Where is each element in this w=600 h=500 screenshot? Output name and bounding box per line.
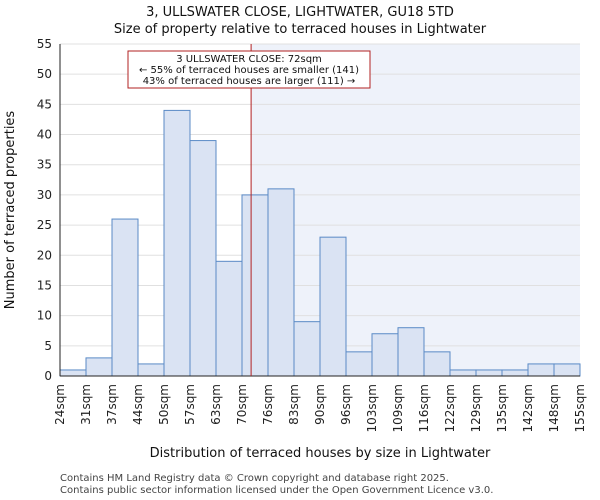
annotation-box xyxy=(127,50,371,89)
y-axis-title: Number of terraced properties xyxy=(3,111,18,310)
x-tick-label: 31sqm xyxy=(79,384,93,425)
y-tick-label: 30 xyxy=(37,188,52,202)
bar xyxy=(163,109,191,377)
bar xyxy=(501,369,529,377)
bar xyxy=(345,351,373,377)
x-tick-label: 122sqm xyxy=(443,384,457,432)
bar xyxy=(293,321,321,377)
x-tick-label: 148sqm xyxy=(547,384,561,432)
x-tick-label: 103sqm xyxy=(365,384,379,432)
y-tick-label: 15 xyxy=(37,278,52,292)
x-tick-label: 135sqm xyxy=(495,384,509,432)
x-tick-label: 83sqm xyxy=(287,384,301,425)
y-tick-label: 5 xyxy=(44,339,52,353)
x-tick-label: 50sqm xyxy=(157,384,171,425)
x-tick-label: 57sqm xyxy=(183,384,197,425)
bar xyxy=(137,363,165,377)
chart-title: 3, ULLSWATER CLOSE, LIGHTWATER, GU18 5TD xyxy=(146,5,454,20)
annotation-line-3: 43% of terraced houses are larger (111) … xyxy=(143,76,356,87)
x-tick-label: 76sqm xyxy=(261,384,275,425)
x-tick-label: 37sqm xyxy=(105,384,119,425)
y-tick-label: 55 xyxy=(37,37,52,51)
bar xyxy=(319,236,347,377)
bar xyxy=(111,218,139,377)
footer-line-1: Contains HM Land Registry data © Crown c… xyxy=(60,473,449,484)
x-tick-label: 129sqm xyxy=(469,384,483,432)
y-tick-label: 45 xyxy=(37,97,52,111)
larger-region-shade xyxy=(251,44,580,376)
bar xyxy=(59,369,87,377)
annotation-line-1: 3 ULLSWATER CLOSE: 72sqm xyxy=(176,54,322,65)
chart-subtitle: Size of property relative to terraced ho… xyxy=(113,22,487,37)
x-tick-label: 70sqm xyxy=(235,384,249,425)
bar xyxy=(449,369,477,377)
bar xyxy=(85,357,113,377)
footer-line-2: Contains public sector information licen… xyxy=(60,485,494,496)
bar xyxy=(527,363,555,377)
bar xyxy=(241,194,269,377)
x-tick-label: 109sqm xyxy=(391,384,405,432)
bar xyxy=(215,260,243,377)
x-axis-title: Distribution of terraced houses by size … xyxy=(150,446,491,461)
x-tick-label: 44sqm xyxy=(131,384,145,425)
y-tick-label: 10 xyxy=(37,309,52,323)
y-tick-label: 25 xyxy=(37,218,52,232)
y-tick-label: 0 xyxy=(44,369,52,383)
annotation-line-2: ← 55% of terraced houses are smaller (14… xyxy=(139,65,359,76)
y-tick-label: 50 xyxy=(37,67,52,81)
x-tick-label: 24sqm xyxy=(53,384,67,425)
bar xyxy=(189,140,217,377)
y-tick-label: 35 xyxy=(37,158,52,172)
bar xyxy=(475,369,503,377)
bar xyxy=(267,188,295,377)
y-tick-label: 40 xyxy=(37,128,52,142)
x-tick-label: 142sqm xyxy=(521,384,535,432)
bar xyxy=(553,363,581,377)
x-tick-label: 116sqm xyxy=(417,384,431,432)
bar xyxy=(423,351,451,377)
y-tick-label: 20 xyxy=(37,248,52,262)
bar xyxy=(371,333,399,377)
x-tick-label: 155sqm xyxy=(573,384,587,432)
bar xyxy=(397,327,425,377)
x-tick-label: 96sqm xyxy=(339,384,353,425)
x-tick-label: 90sqm xyxy=(313,384,327,425)
x-tick-label: 63sqm xyxy=(209,384,223,425)
